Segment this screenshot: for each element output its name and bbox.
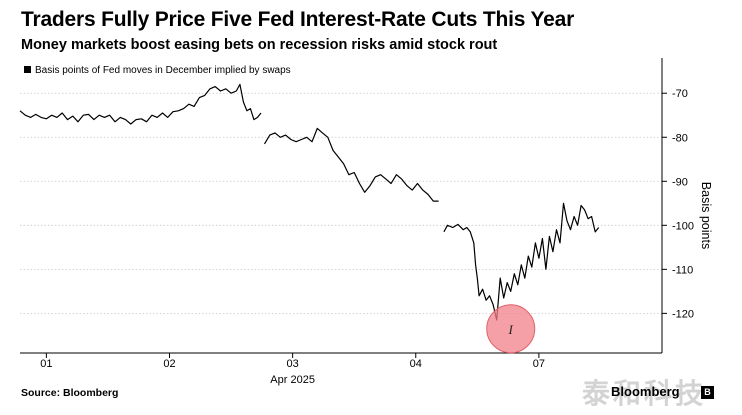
x-axis-month-label: Apr 2025 [270,374,315,386]
legend-box [20,62,314,78]
series-line-segment [443,202,600,321]
x-tick-label: 04 [410,358,422,370]
x-tick-label: 07 [533,358,545,370]
chart-subtitle: Money markets boost easing bets on reces… [21,37,498,53]
annotations: I [486,304,536,354]
x-tick-label: 01 [40,358,52,370]
series-line-segment [263,127,439,202]
gridlines [20,92,662,314]
legend-swatch [24,66,31,73]
y-tick-label: -100 [672,220,694,232]
source-note: Source: Bloomberg [21,387,119,399]
chart-title: Traders Fully Price Five Fed Interest-Ra… [21,8,575,31]
y-tick-label: -70 [672,88,688,100]
y-tick-label: -90 [672,176,688,188]
x-tick-label: 02 [163,358,175,370]
annotation-marker [486,304,536,354]
y-axis-title: Basis points [699,182,713,249]
legend-label: Basis points of Fed moves in December im… [35,65,291,76]
series-line-segment [19,83,262,125]
y-tick-label: -110 [672,264,693,276]
x-tick-label: 03 [287,358,299,370]
legend: Basis points of Fed moves in December im… [20,62,314,78]
bloomberg-logo-icon: B [701,386,714,399]
axes: -70 -80 -90 -100 -110 -120 01 02 03 04 07 Apr 2025 B… [20,58,713,386]
series-lines [19,83,600,321]
y-tick-label: -80 [672,132,688,144]
annotation-label: I [508,322,514,337]
watermark-text: 泰和科技 [582,377,707,410]
y-tick-label: -120 [672,308,694,320]
bloomberg-logo-text: Bloomberg [611,384,680,399]
